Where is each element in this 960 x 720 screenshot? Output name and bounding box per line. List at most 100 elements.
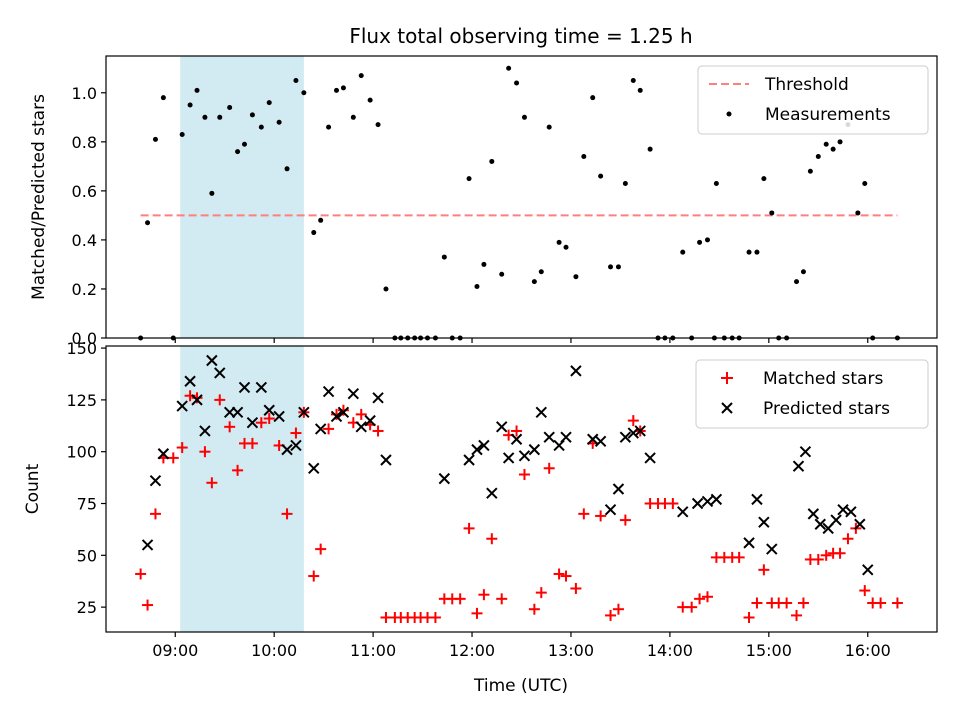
matched-star-marker: [511, 425, 523, 437]
predicted-star-marker: [619, 431, 632, 443]
counts-x-tick-label: 15:00: [746, 641, 792, 660]
measurement-point: [179, 131, 185, 137]
measurement-point: [293, 78, 299, 84]
predicted-star-marker: [347, 387, 360, 400]
counts-plot-frame: [105, 345, 938, 633]
matched-star-marker: [255, 417, 267, 429]
predicted-star-marker: [604, 504, 617, 516]
counts-y-tick-label: 50: [77, 546, 97, 565]
matched-star-marker: [486, 533, 498, 545]
predicted-star-marker: [845, 506, 857, 518]
measurement-point: [531, 279, 537, 285]
measurement-point: [794, 279, 800, 285]
observing-window-shade: [180, 56, 304, 338]
measurement-point: [202, 114, 208, 120]
predicted-star-markers: [141, 354, 874, 576]
counts-y-tick-label: 125: [66, 391, 97, 410]
matched-star-marker: [232, 464, 244, 476]
predicted-star-marker: [496, 421, 508, 433]
predicted-star-marker: [290, 439, 302, 452]
matched-star-marker: [214, 394, 226, 406]
matched-star-marker: [463, 522, 475, 534]
predicted-star-marker: [372, 392, 384, 404]
measurement-point: [340, 85, 346, 91]
predicted-star-marker: [677, 506, 689, 518]
measurement-point: [145, 220, 151, 226]
measurement-point: [815, 154, 821, 160]
matched-star-marker: [429, 611, 441, 623]
ratio-y-tick-label: 0.0: [72, 329, 97, 348]
measurement-point: [581, 154, 587, 160]
measurement-point: [862, 181, 868, 187]
measurement-point: [383, 286, 389, 292]
matched-star-marker: [605, 609, 617, 621]
matched-star-marker: [781, 597, 793, 609]
predicted-star-marker: [191, 394, 203, 406]
matched-star-marker: [553, 568, 565, 580]
matched-star-marker: [263, 413, 275, 425]
predicted-star-marker: [528, 443, 541, 456]
measurement-point: [334, 87, 340, 93]
predicted-star-marker: [518, 450, 531, 462]
ratio-y-tick-label: 0.8: [72, 133, 97, 152]
measurement-point: [276, 119, 282, 125]
matched-star-marker: [323, 423, 335, 435]
measurement-point: [350, 114, 356, 120]
predicted-legend-label: Predicted stars: [763, 399, 890, 419]
measurement-point: [367, 97, 373, 103]
matched-star-marker: [701, 591, 713, 603]
matched-star-marker: [191, 392, 203, 404]
predicted-star-marker: [766, 543, 778, 555]
matched-star-marker: [543, 462, 555, 474]
matched-star-marker: [246, 437, 258, 449]
ratio-legend-box: [697, 65, 929, 135]
matched-star-marker: [454, 593, 466, 605]
matched-star-marker: [612, 603, 624, 615]
predicted-star-marker: [308, 462, 320, 474]
matched-star-marker: [820, 549, 832, 561]
predicted-star-marker: [214, 367, 226, 379]
measurement-point: [855, 210, 861, 216]
predicted-star-marker: [486, 487, 498, 499]
counts-x-tick-label: 13:00: [548, 641, 594, 660]
measurement-point: [301, 90, 307, 96]
measurement-point: [311, 230, 317, 236]
x-axis-label: Time (UTC): [473, 676, 568, 696]
counts-y-ticks: 25 50 75 100 125 150: [66, 339, 106, 617]
counts-legend: Matched stars Predicted stars: [695, 359, 929, 429]
predicted-star-marker: [814, 518, 826, 530]
measurement-point: [598, 173, 604, 179]
matched-star-marker: [518, 468, 530, 480]
predicted-star-marker: [743, 537, 755, 549]
predicted-star-marker: [710, 493, 723, 506]
measurement-point: [481, 261, 487, 267]
predicted-legend-swatch: [721, 402, 733, 414]
matched-star-marker: [496, 593, 508, 605]
matched-star-marker: [733, 551, 745, 563]
ratio-y-axis-label: Matched/Predicted stars: [29, 94, 49, 300]
predicted-star-marker: [206, 354, 218, 367]
predicted-star-marker: [141, 539, 154, 551]
chart-title: Flux total observing time = 1.25 h: [349, 24, 692, 48]
counts-x-tick-label: 09:00: [152, 641, 198, 660]
predicted-star-marker: [560, 431, 572, 443]
ratio-y-tick-label: 0.4: [72, 231, 97, 250]
measurement-point: [489, 158, 495, 164]
predicted-star-marker: [246, 416, 259, 429]
matched-star-marker: [471, 607, 483, 619]
measurement-point: [466, 176, 472, 182]
matched-star-marker: [224, 421, 236, 433]
measurement-point: [608, 264, 614, 270]
counts-y-tick-label: 100: [66, 443, 97, 462]
predicted-star-marker: [854, 518, 866, 530]
predicted-star-marker: [157, 448, 170, 460]
measurement-point: [152, 136, 158, 142]
predicted-star-marker: [231, 406, 244, 419]
counts-legend-box: [695, 359, 929, 429]
measurement-point: [746, 249, 752, 255]
predicted-star-marker: [594, 435, 607, 448]
threshold-legend-label: Threshold: [764, 75, 849, 95]
matched-star-marker: [206, 477, 218, 489]
observing-window-shade: [180, 346, 304, 632]
predicted-star-marker: [438, 472, 451, 485]
